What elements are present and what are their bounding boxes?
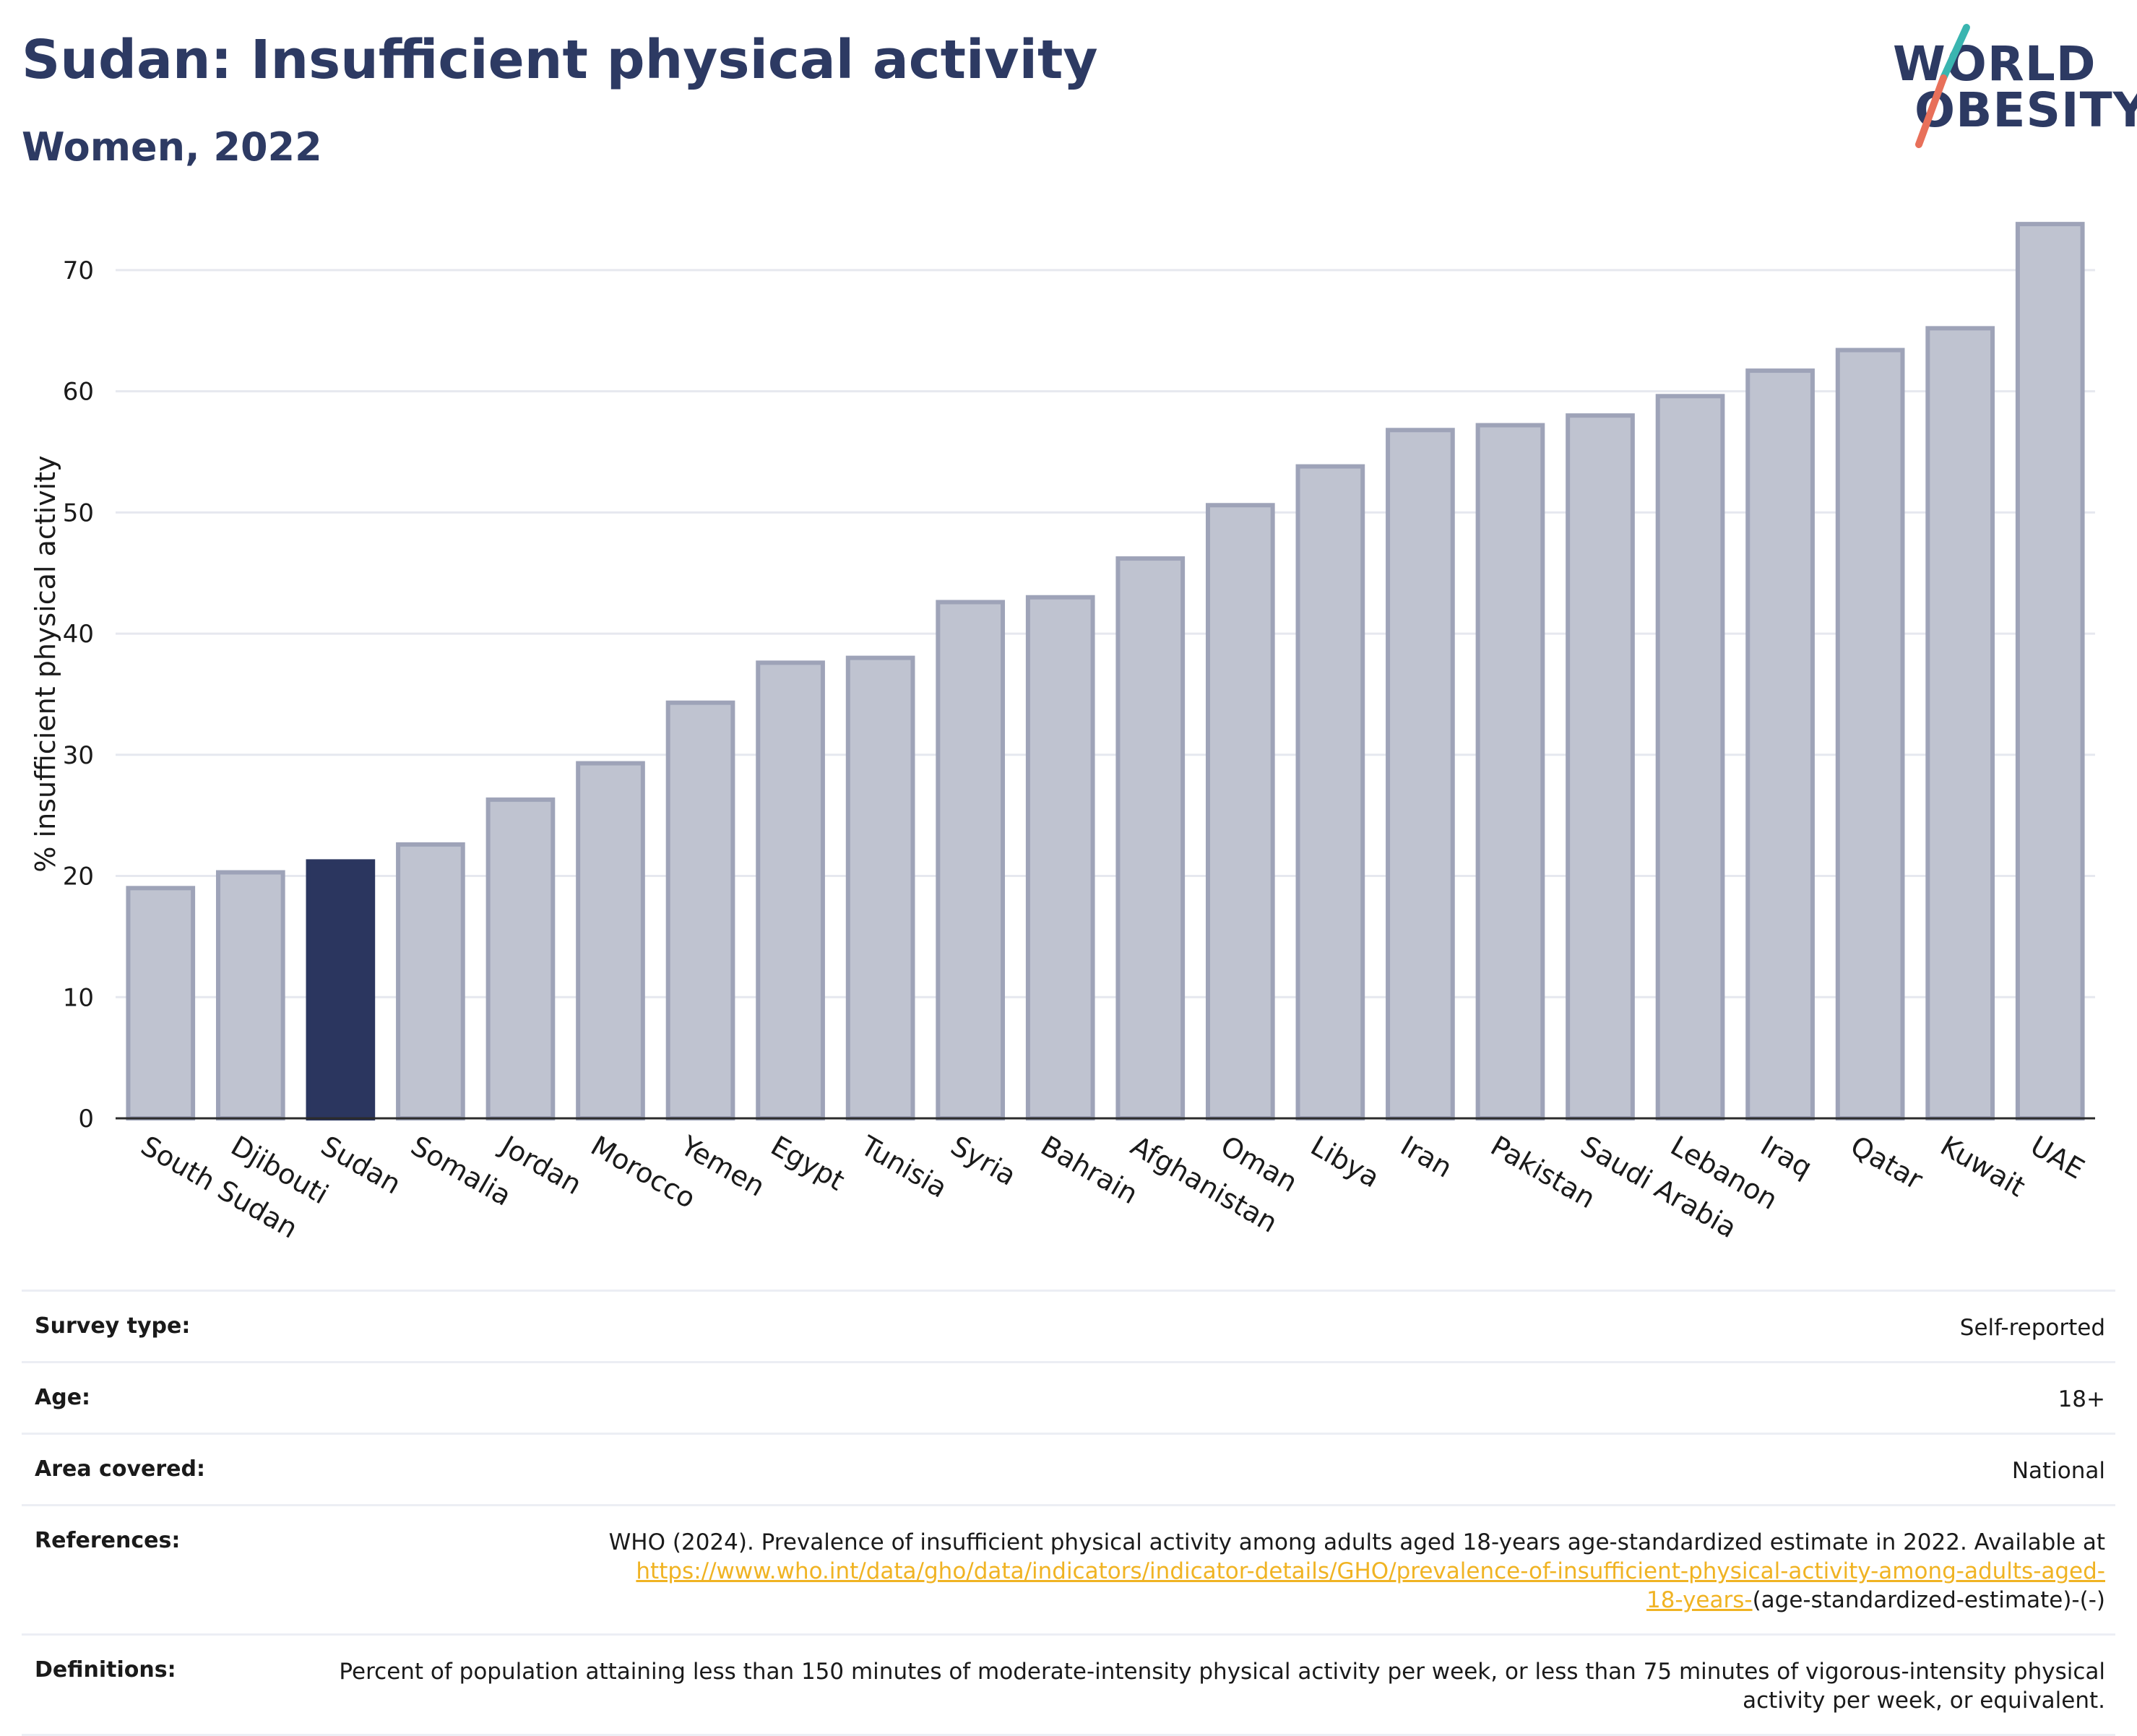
area-label: Area covered:	[35, 1456, 205, 1482]
x-tick-label: Egypt	[766, 1130, 850, 1197]
definitions-value: Percent of population attaining less tha…	[339, 1659, 2105, 1714]
bar-oman	[1205, 503, 1275, 1120]
references-link-a[interactable]: https://www.who.int/data/gho/data/indica…	[636, 1558, 2105, 1584]
bar-sudan	[306, 859, 376, 1120]
y-tick-label: 70	[63, 256, 94, 285]
x-tick-label: Kuwait	[1935, 1130, 2031, 1204]
info-row-age: Age: 18+	[22, 1361, 2115, 1433]
x-tick-label: UAE	[2025, 1130, 2089, 1186]
y-tick-label: 50	[63, 498, 94, 527]
y-tick-label: 30	[63, 741, 94, 770]
bar-pakistan	[1475, 423, 1545, 1121]
age-label: Age:	[35, 1385, 91, 1410]
age-value: 18+	[2058, 1386, 2105, 1412]
world-obesity-logo: WORLD OBESITY	[1886, 22, 2137, 152]
y-tick-label: 20	[63, 863, 94, 891]
x-tick-label: Syria	[946, 1130, 1022, 1192]
survey-type-value: Self-reported	[1959, 1315, 2105, 1341]
definitions-label: Definitions:	[35, 1657, 176, 1683]
bar-chart: 0 10 20 30 40 50 60 70 % insufficient physical a…	[30, 222, 2095, 1245]
page-title: Sudan: Insufficient physical activity	[22, 29, 1098, 91]
info-row-area: Area covered: National	[22, 1433, 2115, 1504]
bar-afghanistan	[1115, 556, 1186, 1120]
references-label: References:	[35, 1528, 181, 1553]
bar-egypt	[756, 660, 825, 1120]
logo-line-2: OBESITY	[1914, 82, 2137, 138]
x-tick-label: Somalia	[405, 1130, 517, 1212]
bar-saudi-arabia	[1566, 413, 1635, 1120]
bar-lebanon	[1655, 394, 1725, 1120]
bar-bahrain	[1025, 595, 1095, 1120]
references-text: WHO (2024). Prevalence of insufficient p…	[608, 1529, 2105, 1555]
survey-type-label: Survey type:	[35, 1313, 191, 1339]
bar-libya	[1295, 464, 1365, 1120]
logo-slash-icon	[1915, 24, 1970, 148]
info-table: Survey type: Self-reported Age: 18+ Area…	[22, 1290, 2115, 1736]
logo-line-1: WORLD	[1893, 36, 2097, 92]
bar-somalia	[396, 842, 465, 1120]
bar-south-sudan	[126, 886, 196, 1120]
bar-morocco	[576, 761, 645, 1120]
bar-djibouti	[215, 870, 285, 1120]
bar-iraq	[1745, 368, 1815, 1120]
bar-uae	[2015, 222, 2085, 1120]
x-tick-label: Iraq	[1756, 1130, 1818, 1184]
area-value: National	[2011, 1458, 2105, 1484]
references-value: WHO (2024). Prevalence of insufficient p…	[338, 1528, 2115, 1615]
bar-qatar	[1835, 347, 1905, 1120]
x-tick-label: Bahrain	[1035, 1130, 1143, 1211]
y-tick-label: 60	[63, 378, 94, 407]
x-tick-label: Tunisia	[855, 1129, 952, 1204]
references-link-b[interactable]: 18-years-	[1646, 1587, 1753, 1613]
y-axis-label: % insufficient physical activity	[30, 455, 61, 872]
bar-jordan	[485, 797, 556, 1120]
info-row-references: References: WHO (2024). Prevalence of in…	[22, 1504, 2115, 1633]
references-suffix: (age-standardized-estimate)-(-)	[1752, 1587, 2105, 1613]
bar-syria	[936, 600, 1006, 1120]
x-tick-label: Iran	[1395, 1130, 1457, 1184]
y-tick-label: 10	[63, 983, 94, 1012]
info-row-definitions: Definitions: Percent of population attai…	[22, 1633, 2115, 1736]
page-subtitle: Women, 2022	[22, 124, 322, 170]
y-tick-label: 0	[78, 1105, 94, 1133]
y-tick-label: 40	[63, 620, 94, 649]
x-tick-label: Qatar	[1845, 1130, 1928, 1196]
bar-kuwait	[1925, 326, 1995, 1120]
bar-iran	[1386, 428, 1455, 1120]
bar-yemen	[665, 700, 735, 1120]
bar-tunisia	[845, 655, 915, 1120]
info-row-survey-type: Survey type: Self-reported	[22, 1290, 2115, 1361]
x-tick-label: Libya	[1305, 1130, 1385, 1194]
